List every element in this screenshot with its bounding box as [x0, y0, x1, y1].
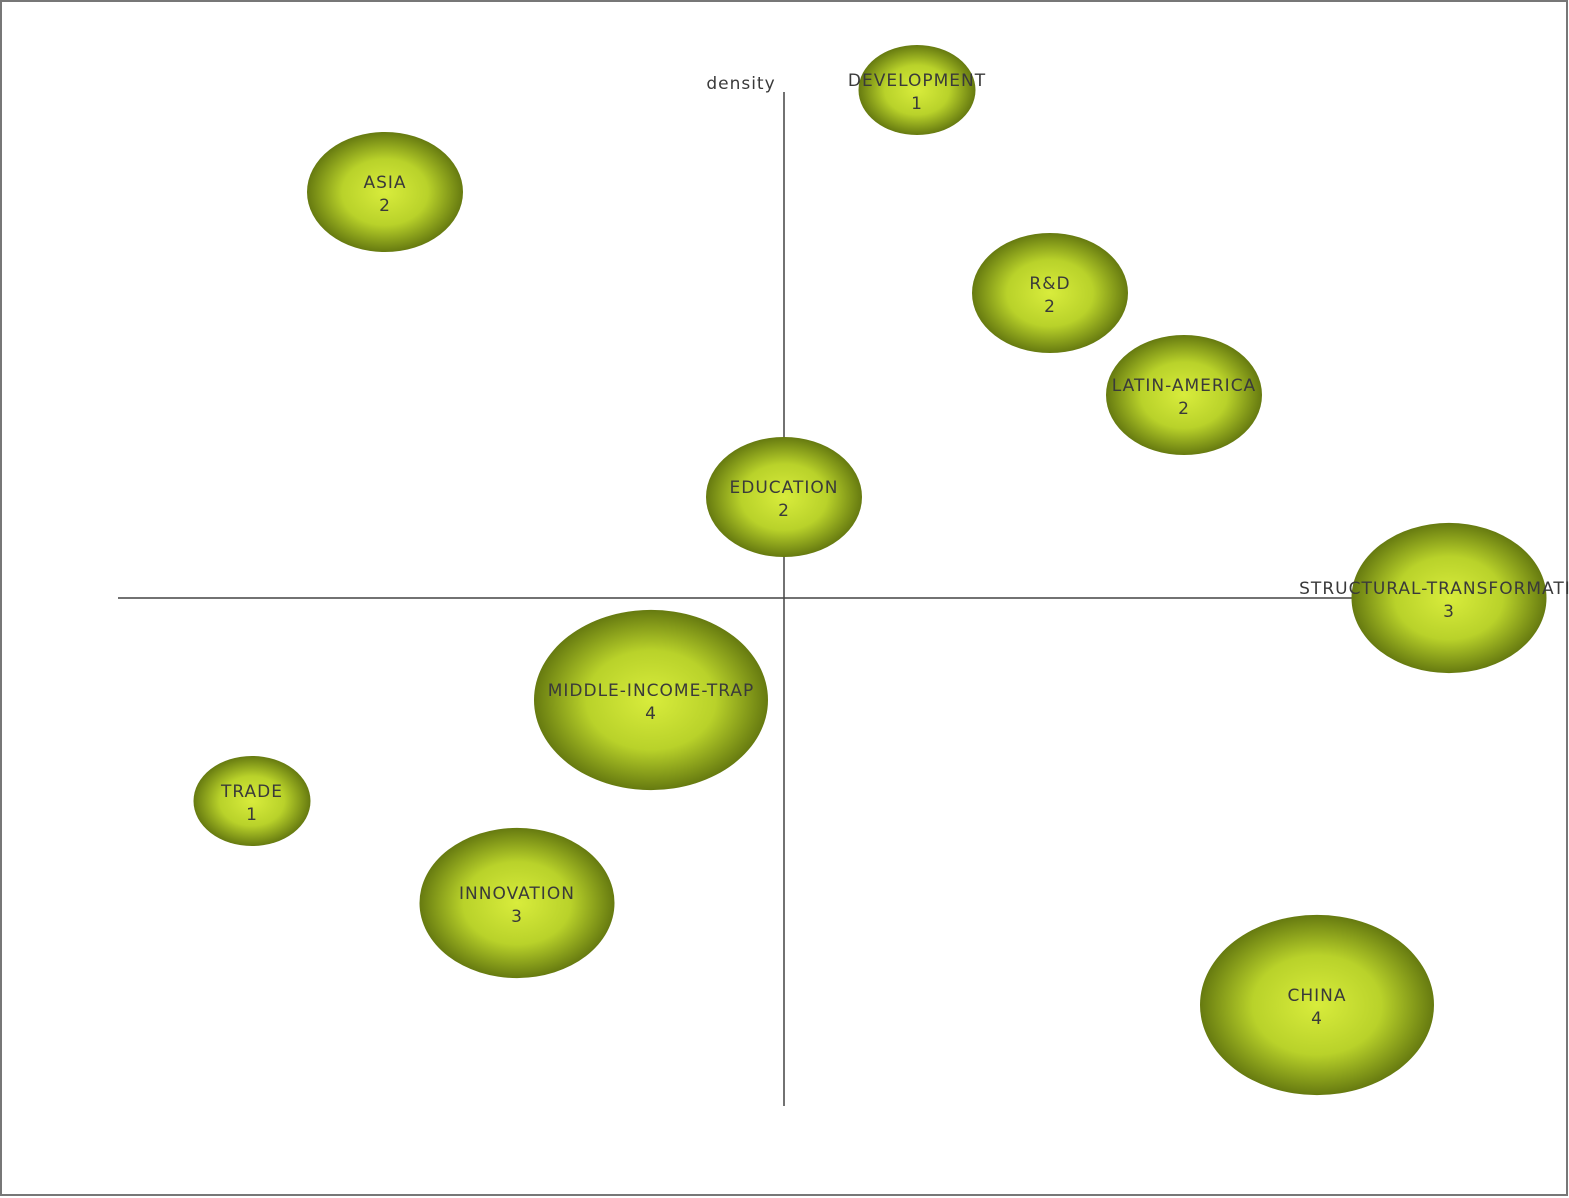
theme-label: INNOVATION	[459, 884, 575, 904]
theme-count: 2	[778, 501, 790, 521]
theme-count: 3	[511, 907, 523, 927]
theme-node: STRUCTURAL-TRANSFORMATION 3	[1299, 522, 1569, 674]
theme-bubble	[858, 44, 976, 136]
theme-count: 3	[1443, 602, 1455, 622]
theme-bubble	[706, 436, 862, 558]
theme-node: MIDDLE-INCOME-TRAP 4	[534, 609, 768, 791]
theme-bubble	[534, 609, 768, 791]
theme-count: 4	[645, 704, 657, 724]
node-layer: DEVELOPMENT1ASIA2R&D2LATIN-AMERICA2EDUCA…	[193, 44, 1569, 1096]
theme-label: TRADE	[220, 782, 283, 802]
theme-label: CHINA	[1287, 986, 1346, 1006]
theme-bubble	[1200, 914, 1434, 1096]
theme-label: MIDDLE-INCOME-TRAP	[548, 681, 755, 701]
theme-label: ASIA	[363, 173, 406, 193]
theme-bubble	[307, 131, 463, 253]
theme-count: 4	[1311, 1009, 1323, 1029]
y-axis-label: density	[706, 74, 775, 94]
theme-label: DEVELOPMENT	[848, 71, 986, 91]
theme-bubble	[419, 827, 615, 979]
theme-node: CHINA 4	[1200, 914, 1434, 1096]
theme-label: R&D	[1029, 274, 1070, 294]
theme-node: TRADE 1	[193, 755, 311, 847]
theme-bubble	[193, 755, 311, 847]
theme-node: LATIN-AMERICA 2	[1106, 334, 1262, 456]
theme-bubble	[1106, 334, 1262, 456]
theme-label: STRUCTURAL-TRANSFORMATION	[1299, 579, 1569, 599]
theme-node: DEVELOPMENT 1	[848, 44, 986, 136]
theme-bubble	[972, 232, 1128, 354]
theme-bubble	[1351, 522, 1547, 674]
theme-count: 1	[911, 94, 923, 114]
theme-node: INNOVATION 3	[419, 827, 615, 979]
theme-label: EDUCATION	[730, 478, 839, 498]
theme-node: EDUCATION 2	[706, 436, 862, 558]
theme-count: 1	[246, 805, 258, 825]
theme-label: LATIN-AMERICA	[1112, 376, 1256, 396]
theme-count: 2	[1044, 297, 1056, 317]
theme-count: 2	[1178, 399, 1190, 419]
theme-node: R&D 2	[972, 232, 1128, 354]
theme-node: ASIA 2	[307, 131, 463, 253]
theme-count: 2	[379, 196, 391, 216]
